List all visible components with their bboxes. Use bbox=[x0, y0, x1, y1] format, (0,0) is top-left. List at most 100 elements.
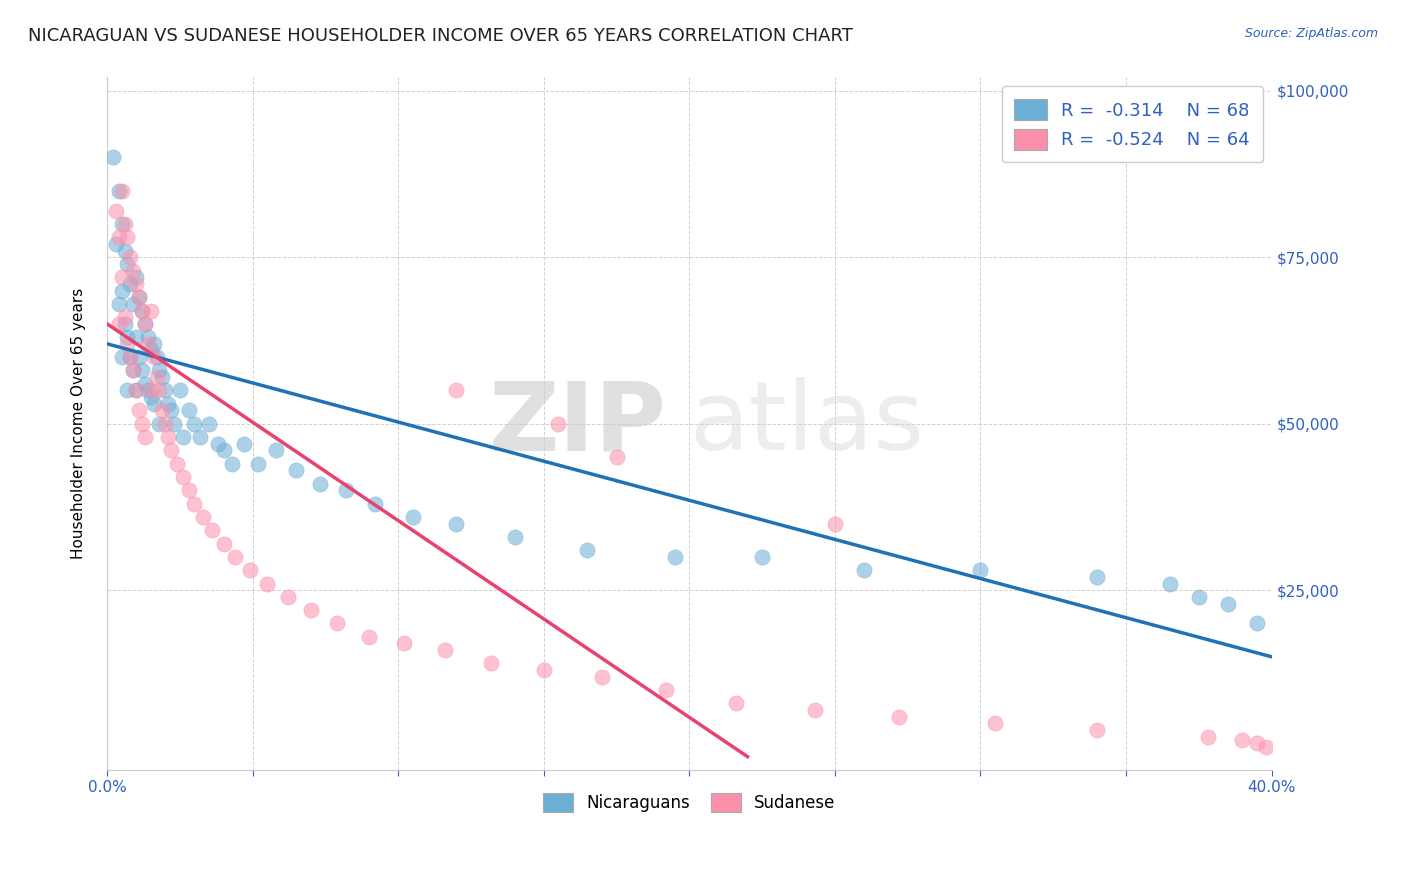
Point bbox=[150, 403, 173, 417]
Point bbox=[591, 670, 613, 684]
Point bbox=[145, 370, 167, 384]
Point bbox=[157, 430, 180, 444]
Point bbox=[139, 384, 162, 398]
Point bbox=[148, 384, 170, 398]
Point bbox=[479, 657, 502, 671]
Point bbox=[664, 549, 686, 564]
Point bbox=[134, 317, 156, 331]
Point bbox=[134, 317, 156, 331]
Point bbox=[114, 217, 136, 231]
Point bbox=[131, 363, 153, 377]
Point bbox=[136, 336, 159, 351]
Point bbox=[125, 384, 148, 398]
Point bbox=[142, 397, 165, 411]
Point bbox=[984, 716, 1007, 731]
Point bbox=[120, 350, 142, 364]
Point bbox=[107, 184, 129, 198]
Point bbox=[111, 217, 134, 231]
Point bbox=[131, 303, 153, 318]
Point bbox=[326, 616, 349, 631]
Point bbox=[148, 417, 170, 431]
Point bbox=[1085, 570, 1108, 584]
Point bbox=[125, 270, 148, 285]
Point bbox=[191, 510, 214, 524]
Point bbox=[172, 430, 194, 444]
Point bbox=[111, 184, 134, 198]
Point bbox=[247, 457, 270, 471]
Point bbox=[148, 363, 170, 377]
Point bbox=[724, 697, 747, 711]
Point bbox=[117, 330, 139, 344]
Point bbox=[160, 403, 183, 417]
Point bbox=[364, 497, 387, 511]
Text: Source: ZipAtlas.com: Source: ZipAtlas.com bbox=[1244, 27, 1378, 40]
Point bbox=[207, 436, 229, 450]
Point bbox=[446, 516, 468, 531]
Point bbox=[655, 683, 678, 698]
Point bbox=[503, 530, 526, 544]
Point bbox=[122, 297, 145, 311]
Point bbox=[402, 510, 425, 524]
Point bbox=[142, 350, 165, 364]
Point bbox=[125, 330, 148, 344]
Point bbox=[256, 576, 278, 591]
Point bbox=[128, 403, 150, 417]
Point bbox=[824, 516, 846, 531]
Point bbox=[107, 317, 129, 331]
Point bbox=[212, 443, 235, 458]
Point bbox=[150, 370, 173, 384]
Point bbox=[299, 603, 322, 617]
Point bbox=[232, 436, 254, 450]
Point bbox=[128, 290, 150, 304]
Point bbox=[335, 483, 357, 498]
Point bbox=[308, 476, 330, 491]
Point bbox=[122, 263, 145, 277]
Point bbox=[125, 277, 148, 291]
Point bbox=[107, 230, 129, 244]
Point bbox=[139, 343, 162, 358]
Point bbox=[751, 549, 773, 564]
Point bbox=[1188, 590, 1211, 604]
Point bbox=[117, 230, 139, 244]
Point bbox=[446, 384, 468, 398]
Point bbox=[155, 384, 177, 398]
Point bbox=[111, 270, 134, 285]
Point bbox=[853, 563, 876, 577]
Point bbox=[172, 470, 194, 484]
Point bbox=[264, 443, 287, 458]
Point bbox=[120, 250, 142, 264]
Point bbox=[128, 290, 150, 304]
Text: ZIP: ZIP bbox=[488, 377, 666, 470]
Point bbox=[887, 710, 910, 724]
Point bbox=[155, 417, 177, 431]
Point bbox=[239, 563, 262, 577]
Point bbox=[221, 457, 243, 471]
Point bbox=[183, 417, 205, 431]
Point bbox=[198, 417, 221, 431]
Point bbox=[125, 384, 148, 398]
Point bbox=[111, 350, 134, 364]
Point bbox=[533, 663, 555, 677]
Point bbox=[1159, 576, 1181, 591]
Point bbox=[104, 236, 127, 251]
Point bbox=[177, 403, 200, 417]
Point bbox=[120, 350, 142, 364]
Point bbox=[160, 443, 183, 458]
Point bbox=[114, 317, 136, 331]
Point bbox=[177, 483, 200, 498]
Point bbox=[547, 417, 569, 431]
Point bbox=[277, 590, 299, 604]
Point bbox=[433, 643, 456, 657]
Point bbox=[166, 457, 188, 471]
Legend: Nicaraguans, Sudanese: Nicaraguans, Sudanese bbox=[531, 781, 846, 824]
Point bbox=[201, 523, 224, 537]
Point bbox=[131, 303, 153, 318]
Point bbox=[188, 430, 211, 444]
Point bbox=[157, 397, 180, 411]
Point bbox=[114, 244, 136, 258]
Point bbox=[117, 336, 139, 351]
Point bbox=[131, 417, 153, 431]
Point bbox=[142, 336, 165, 351]
Point bbox=[145, 350, 167, 364]
Point bbox=[803, 703, 825, 717]
